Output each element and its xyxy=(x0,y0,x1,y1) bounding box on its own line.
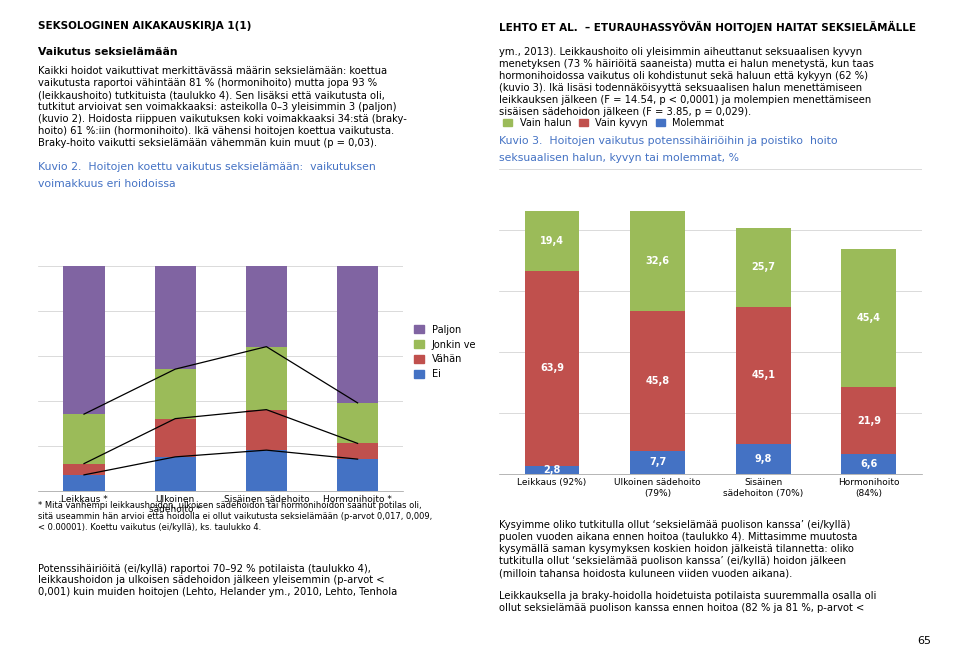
Text: 2,8: 2,8 xyxy=(543,465,561,475)
Text: ollut seksielämää puolison kanssa ennen hoitoa (82 % ja 81 %, p-arvot <: ollut seksielämää puolison kanssa ennen … xyxy=(499,603,864,613)
Text: Kaikki hoidot vaikuttivat merkittävässä määrin seksielämään: koettua: Kaikki hoidot vaikuttivat merkittävässä … xyxy=(38,66,388,76)
Bar xyxy=(841,249,897,387)
Legend: Paljon, Jonkin ve, Vähän, Ei: Paljon, Jonkin ve, Vähän, Ei xyxy=(411,321,480,383)
Bar xyxy=(63,475,105,491)
Text: 9,8: 9,8 xyxy=(755,454,772,464)
Bar xyxy=(630,311,685,451)
Text: Potenssihäiriöitä (ei/kyllä) raportoi 70–92 % potilaista (taulukko 4),: Potenssihäiriöitä (ei/kyllä) raportoi 70… xyxy=(38,564,372,573)
Text: 63,9: 63,9 xyxy=(540,363,564,373)
Text: 45,8: 45,8 xyxy=(645,376,670,386)
Text: (leikkaushoito) tutkituista (taulukko 4). Sen lisäksi että vaikutusta oli,: (leikkaushoito) tutkituista (taulukko 4)… xyxy=(38,90,385,100)
Text: (kuvio 2). Hoidosta riippuen vaikutuksen koki voimakkaaksi 34:stä (braky-: (kuvio 2). Hoidosta riippuen vaikutuksen… xyxy=(38,114,407,124)
Text: < 0.00001). Koettu vaikutus (ei/kyllä), ks. taulukko 4.: < 0.00001). Koettu vaikutus (ei/kyllä), … xyxy=(38,523,262,532)
Bar xyxy=(337,459,378,491)
Bar xyxy=(841,387,897,454)
Text: Kuvio 2.  Hoitojen koettu vaikutus seksielämään:  vaikutuksen: Kuvio 2. Hoitojen koettu vaikutus seksie… xyxy=(38,162,376,172)
Bar xyxy=(155,369,196,418)
Text: Leikkauksella ja braky-hoidolla hoidetuista potilaista suuremmalla osalla oli: Leikkauksella ja braky-hoidolla hoidetui… xyxy=(499,591,876,601)
Text: Vaikutus seksielämään: Vaikutus seksielämään xyxy=(38,47,178,57)
Text: 7,7: 7,7 xyxy=(649,457,666,467)
Text: tutkitulla ollut ‘seksielämää puolison kanssa’ (ei/kyllä) hoidon jälkeen: tutkitulla ollut ‘seksielämää puolison k… xyxy=(499,556,847,566)
Bar xyxy=(246,450,287,491)
Text: LEHTO ET AL.  – ETURAUHASSYÖVÄN HOITOJEN HAITAT SEKSIELÄMÄLLE: LEHTO ET AL. – ETURAUHASSYÖVÄN HOITOJEN … xyxy=(499,21,916,33)
Bar xyxy=(246,410,287,450)
Text: SEKSOLOGINEN AIKAKAUSKIRJA 1(1): SEKSOLOGINEN AIKAKAUSKIRJA 1(1) xyxy=(38,21,252,31)
Bar xyxy=(155,418,196,457)
Text: Kysyimme oliko tutkitulla ollut ‘seksielämää puolison kanssa’ (ei/kyllä): Kysyimme oliko tutkitulla ollut ‘seksiel… xyxy=(499,520,851,530)
Bar xyxy=(841,454,897,474)
Bar xyxy=(524,211,580,271)
Bar xyxy=(337,403,378,444)
Text: 0,001) kuin muiden hoitojen (Lehto, Helander ym., 2010, Lehto, Tenhola: 0,001) kuin muiden hoitojen (Lehto, Hela… xyxy=(38,587,397,597)
Bar xyxy=(246,347,287,410)
Text: leikkauksen jälkeen (F = 14.54, p < 0,0001) ja molempien menettämiseen: leikkauksen jälkeen (F = 14.54, p < 0,00… xyxy=(499,95,872,105)
Text: (kuvio 3). Ikä lisäsi todennäköisyyttä seksuaalisen halun menettämiseen: (kuvio 3). Ikä lisäsi todennäköisyyttä s… xyxy=(499,83,862,93)
Text: vaikutusta raportoi vähintään 81 % (hormonihoito) mutta jopa 93 %: vaikutusta raportoi vähintään 81 % (horm… xyxy=(38,78,377,88)
Bar xyxy=(630,451,685,474)
Bar xyxy=(337,266,378,403)
Bar xyxy=(63,463,105,475)
Text: puolen vuoden aikana ennen hoitoa (taulukko 4). Mittasimme muutosta: puolen vuoden aikana ennen hoitoa (taulu… xyxy=(499,532,857,542)
Bar xyxy=(630,211,685,311)
Bar xyxy=(155,266,196,369)
Text: Braky-hoito vaikutti seksielämään vähemmän kuin muut (p = 0,03).: Braky-hoito vaikutti seksielämään vähemm… xyxy=(38,138,377,148)
Bar xyxy=(524,465,580,474)
Text: 45,1: 45,1 xyxy=(751,371,775,381)
Bar xyxy=(735,444,791,474)
Text: menetyksen (73 % häiriöitä saaneista) mutta ei halun menetystä, kun taas: menetyksen (73 % häiriöitä saaneista) mu… xyxy=(499,59,874,69)
Text: * Mitä vanhempi leikkaushoidon, ulkoisen sädehoidon tai hormonihoidon saanut pot: * Mitä vanhempi leikkaushoidon, ulkoisen… xyxy=(38,501,422,510)
Text: 6,6: 6,6 xyxy=(860,459,877,469)
Bar xyxy=(63,266,105,414)
Text: 21,9: 21,9 xyxy=(856,416,881,426)
Text: seksuaalisen halun, kyvyn tai molemmat, %: seksuaalisen halun, kyvyn tai molemmat, … xyxy=(499,153,739,163)
Text: Kuvio 3.  Hoitojen vaikutus potenssihäiriöihin ja poistiko  hoito: Kuvio 3. Hoitojen vaikutus potenssihäiri… xyxy=(499,136,838,146)
Text: hoito) 61 %:iin (hormonihoito). Ikä vähensi hoitojen koettua vaikutusta.: hoito) 61 %:iin (hormonihoito). Ikä vähe… xyxy=(38,126,395,136)
Text: 19,4: 19,4 xyxy=(540,236,564,246)
Text: 45,4: 45,4 xyxy=(856,313,881,323)
Text: (milloin tahansa hoidosta kuluneen viiden vuoden aikana).: (milloin tahansa hoidosta kuluneen viide… xyxy=(499,568,793,578)
Bar xyxy=(735,306,791,444)
Bar xyxy=(246,266,287,347)
Bar xyxy=(524,271,580,465)
Text: 65: 65 xyxy=(917,636,931,646)
Bar xyxy=(63,414,105,463)
Text: tutkitut arvioivat sen voimakkaaksi: asteikolla 0–3 yleisimmin 3 (paljon): tutkitut arvioivat sen voimakkaaksi: ast… xyxy=(38,102,396,112)
Text: 32,6: 32,6 xyxy=(645,256,669,266)
Bar xyxy=(155,457,196,491)
Text: 25,7: 25,7 xyxy=(751,263,775,272)
Text: sisäisen sädehoidon jälkeen (F = 3.85, p = 0,029).: sisäisen sädehoidon jälkeen (F = 3.85, p… xyxy=(499,107,752,117)
Text: voimakkuus eri hoidoissa: voimakkuus eri hoidoissa xyxy=(38,179,176,189)
Text: sitä useammin hän arvioi että hoidolla ei ollut vaikutusta seksielämään (p-arvot: sitä useammin hän arvioi että hoidolla e… xyxy=(38,512,433,521)
Text: ym., 2013). Leikkaushoito oli yleisimmin aiheuttanut seksuaalisen kyvyn: ym., 2013). Leikkaushoito oli yleisimmin… xyxy=(499,47,862,57)
Text: hormonihoidossa vaikutus oli kohdistunut sekä haluun että kykyyn (62 %): hormonihoidossa vaikutus oli kohdistunut… xyxy=(499,71,868,81)
Text: kysymällä saman kysymyksen koskien hoidon jälkeistä tilannetta: oliko: kysymällä saman kysymyksen koskien hoido… xyxy=(499,544,854,554)
Legend: Vain halun, Vain kyvyn, Molemmat: Vain halun, Vain kyvyn, Molemmat xyxy=(499,114,729,132)
Bar xyxy=(337,444,378,459)
Text: leikkaushoidon ja ulkoisen sädehoidon jälkeen yleisemmin (p-arvot <: leikkaushoidon ja ulkoisen sädehoidon jä… xyxy=(38,575,385,585)
Bar xyxy=(735,228,791,306)
